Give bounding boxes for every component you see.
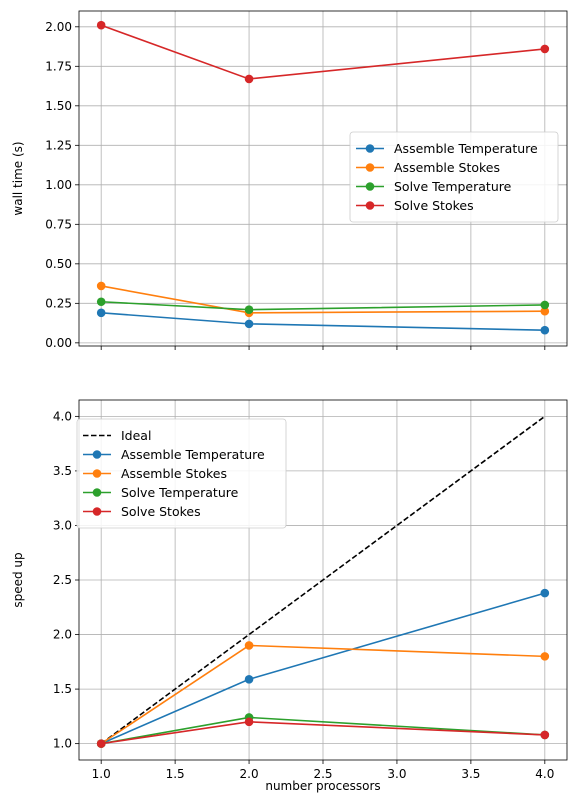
bottom-x-axis-label: number processors <box>265 779 380 793</box>
top-series-assemble-temperature <box>96 308 550 335</box>
top-y-tick-label: 2.00 <box>45 20 72 34</box>
bottom-x-tick-label: 3.0 <box>387 767 406 781</box>
top-ticks: 0.00 0.25 0.50 0.75 1.00 1.25 1.50 1.75 2.00 <box>45 20 546 350</box>
top-data-point <box>244 305 254 314</box>
bottom-legend-label: Assemble Stokes <box>121 466 227 481</box>
bottom-data-point <box>540 588 550 598</box>
top-data-point <box>96 297 106 307</box>
bottom-legend-marker <box>92 507 102 516</box>
bottom-y-tick-label: 2.0 <box>53 628 72 642</box>
bottom-series-ideal <box>100 415 546 745</box>
top-legend-marker <box>365 182 375 191</box>
bottom-x-tick-label: 2.5 <box>313 767 332 781</box>
top-legend-label: Assemble Temperature <box>394 141 538 156</box>
top-y-tick-label: 0.25 <box>45 296 72 310</box>
bottom-ticks: 1.0 1.5 2.0 2.5 3.0 3.5 4.0 1.0 1.5 2.0 2.5 3.0 3.5 4… <box>53 409 554 781</box>
top-data-point <box>244 74 254 84</box>
bottom-y-tick-label: 2.5 <box>53 573 72 587</box>
bottom-data-point <box>540 730 550 740</box>
bottom-y-axis-label: speed up <box>11 552 25 607</box>
top-y-tick-label: 1.00 <box>45 178 72 192</box>
top-y-tick-label: 1.75 <box>45 59 72 73</box>
bottom-data-point <box>540 652 550 661</box>
bottom-y-tick-label: 3.5 <box>53 464 72 478</box>
bottom-x-tick-label: 3.5 <box>461 767 480 781</box>
bottom-y-tick-label: 1.5 <box>53 682 72 696</box>
bottom-legend-marker <box>92 450 102 459</box>
top-legend-marker <box>365 144 375 153</box>
top-y-axis-label: wall time (s) <box>11 141 25 215</box>
bottom-y-tick-label: 1.0 <box>53 737 72 751</box>
bottom-legend: Ideal Assemble Temperature Assemble Stokes… <box>76 418 287 529</box>
bottom-data-point <box>96 739 106 748</box>
bottom-legend-marker <box>92 469 102 478</box>
bottom-x-tick-label: 1.0 <box>92 767 111 781</box>
bottom-legend-label: Assemble Temperature <box>121 447 265 462</box>
top-legend-label: Solve Temperature <box>394 179 512 194</box>
top-series-solve-stokes <box>96 20 550 84</box>
bottom-chart: 1.0 1.5 2.0 2.5 3.0 3.5 4.0 1.0 1.5 2.0 2.5 3.0 3.5 4… <box>11 399 568 793</box>
bottom-legend-label: Solve Stokes <box>121 504 201 519</box>
bottom-legend-label: Ideal <box>121 428 151 443</box>
top-data-point <box>540 325 550 335</box>
top-chart: 0.00 0.25 0.50 0.75 1.00 1.25 1.50 1.75 2.00 wall… <box>11 10 568 350</box>
top-data-point <box>96 281 106 291</box>
bottom-x-tick-label: 4.0 <box>535 767 554 781</box>
bottom-axes-frame <box>78 399 568 761</box>
bottom-legend-label: Solve Temperature <box>121 485 239 500</box>
top-data-point <box>540 44 550 54</box>
top-legend-marker <box>365 163 375 172</box>
bottom-y-tick-label: 3.0 <box>53 518 72 532</box>
top-axes-frame <box>78 10 568 347</box>
top-legend-label: Solve Stokes <box>394 198 474 213</box>
bottom-x-tick-label: 2.0 <box>240 767 259 781</box>
bottom-legend-box <box>76 418 287 529</box>
bottom-data-point <box>244 674 254 684</box>
top-legend-label: Assemble Stokes <box>394 160 500 175</box>
top-legend-marker <box>365 201 375 210</box>
top-y-tick-label: 0.00 <box>45 336 72 350</box>
bottom-data-point <box>244 717 254 727</box>
bottom-series-line <box>100 415 546 745</box>
bottom-legend-marker <box>92 488 102 497</box>
top-y-tick-label: 1.50 <box>45 99 72 113</box>
bottom-x-tick-label: 1.5 <box>166 767 185 781</box>
top-data-point <box>244 319 254 329</box>
top-legend: Assemble Temperature Assemble Stokes Solve… <box>349 131 559 223</box>
top-legend-box <box>349 131 559 223</box>
top-y-tick-label: 1.25 <box>45 138 72 152</box>
top-data-point <box>540 306 550 316</box>
top-data-point <box>540 300 550 310</box>
top-series-solve-temperature <box>96 297 550 314</box>
top-y-tick-label: 0.50 <box>45 257 72 271</box>
top-y-tick-label: 0.75 <box>45 217 72 231</box>
top-data-point <box>96 308 106 318</box>
bottom-data-point <box>244 641 254 650</box>
bottom-y-tick-label: 4.0 <box>53 409 72 423</box>
top-data-point <box>96 20 106 30</box>
bottom-series-solve-stokes <box>96 717 550 748</box>
